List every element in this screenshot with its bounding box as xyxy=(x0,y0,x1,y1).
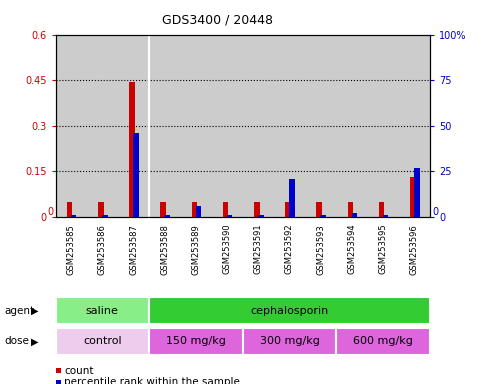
Bar xyxy=(71,215,76,217)
Text: dose: dose xyxy=(5,336,30,346)
Text: GSM253594: GSM253594 xyxy=(347,224,356,275)
Text: percentile rank within the sample: percentile rank within the sample xyxy=(64,377,240,384)
Bar xyxy=(258,215,264,217)
Bar xyxy=(67,202,72,217)
Bar xyxy=(56,35,87,217)
Text: GSM253592: GSM253592 xyxy=(285,224,294,275)
Bar xyxy=(56,328,149,355)
Bar xyxy=(149,328,242,355)
Bar xyxy=(316,202,322,217)
Bar xyxy=(410,177,415,217)
Text: cephalosporin: cephalosporin xyxy=(250,306,328,316)
Text: GSM253595: GSM253595 xyxy=(379,224,387,275)
Text: GDS3400 / 20448: GDS3400 / 20448 xyxy=(162,13,273,26)
Text: GSM253589: GSM253589 xyxy=(191,224,200,275)
Text: 300 mg/kg: 300 mg/kg xyxy=(259,336,319,346)
Bar xyxy=(160,202,166,217)
Bar xyxy=(196,206,201,217)
Bar xyxy=(149,35,180,217)
Text: control: control xyxy=(83,336,122,346)
Bar xyxy=(379,202,384,217)
Text: 150 mg/kg: 150 mg/kg xyxy=(166,336,226,346)
Bar xyxy=(98,202,103,217)
Bar xyxy=(242,328,336,355)
Bar xyxy=(129,82,135,217)
Bar xyxy=(56,297,149,324)
Bar xyxy=(223,202,228,217)
Text: 600 mg/kg: 600 mg/kg xyxy=(353,336,413,346)
Text: GSM253585: GSM253585 xyxy=(67,224,76,275)
Bar xyxy=(227,215,232,217)
Bar xyxy=(164,215,170,217)
Bar xyxy=(285,202,291,217)
Text: GSM253591: GSM253591 xyxy=(254,224,263,275)
Text: 0: 0 xyxy=(47,207,53,217)
Bar xyxy=(87,35,118,217)
Bar xyxy=(414,168,420,217)
Bar xyxy=(398,35,430,217)
Text: ▶: ▶ xyxy=(31,336,39,346)
Text: 0: 0 xyxy=(432,207,439,217)
Text: GSM253596: GSM253596 xyxy=(410,224,419,275)
Bar xyxy=(212,35,242,217)
Bar xyxy=(149,297,430,324)
Bar xyxy=(368,35,398,217)
Text: saline: saline xyxy=(86,306,119,316)
Text: GSM253587: GSM253587 xyxy=(129,224,138,275)
Bar xyxy=(274,35,305,217)
Bar xyxy=(118,35,149,217)
Bar xyxy=(102,215,108,217)
Bar xyxy=(180,35,212,217)
Bar xyxy=(289,179,295,217)
Text: GSM253593: GSM253593 xyxy=(316,224,325,275)
Bar xyxy=(352,214,357,217)
Bar xyxy=(336,35,368,217)
Bar xyxy=(192,202,197,217)
Text: ▶: ▶ xyxy=(31,306,39,316)
Bar xyxy=(383,215,388,217)
Bar xyxy=(254,202,259,217)
Text: GSM253590: GSM253590 xyxy=(223,224,232,275)
Text: count: count xyxy=(64,366,94,376)
Bar xyxy=(133,133,139,217)
Text: GSM253586: GSM253586 xyxy=(98,224,107,275)
Bar xyxy=(336,328,430,355)
Bar xyxy=(242,35,274,217)
Bar xyxy=(320,215,326,217)
Bar xyxy=(305,35,336,217)
Text: agent: agent xyxy=(5,306,35,316)
Text: GSM253588: GSM253588 xyxy=(160,224,169,275)
Bar xyxy=(348,202,353,217)
